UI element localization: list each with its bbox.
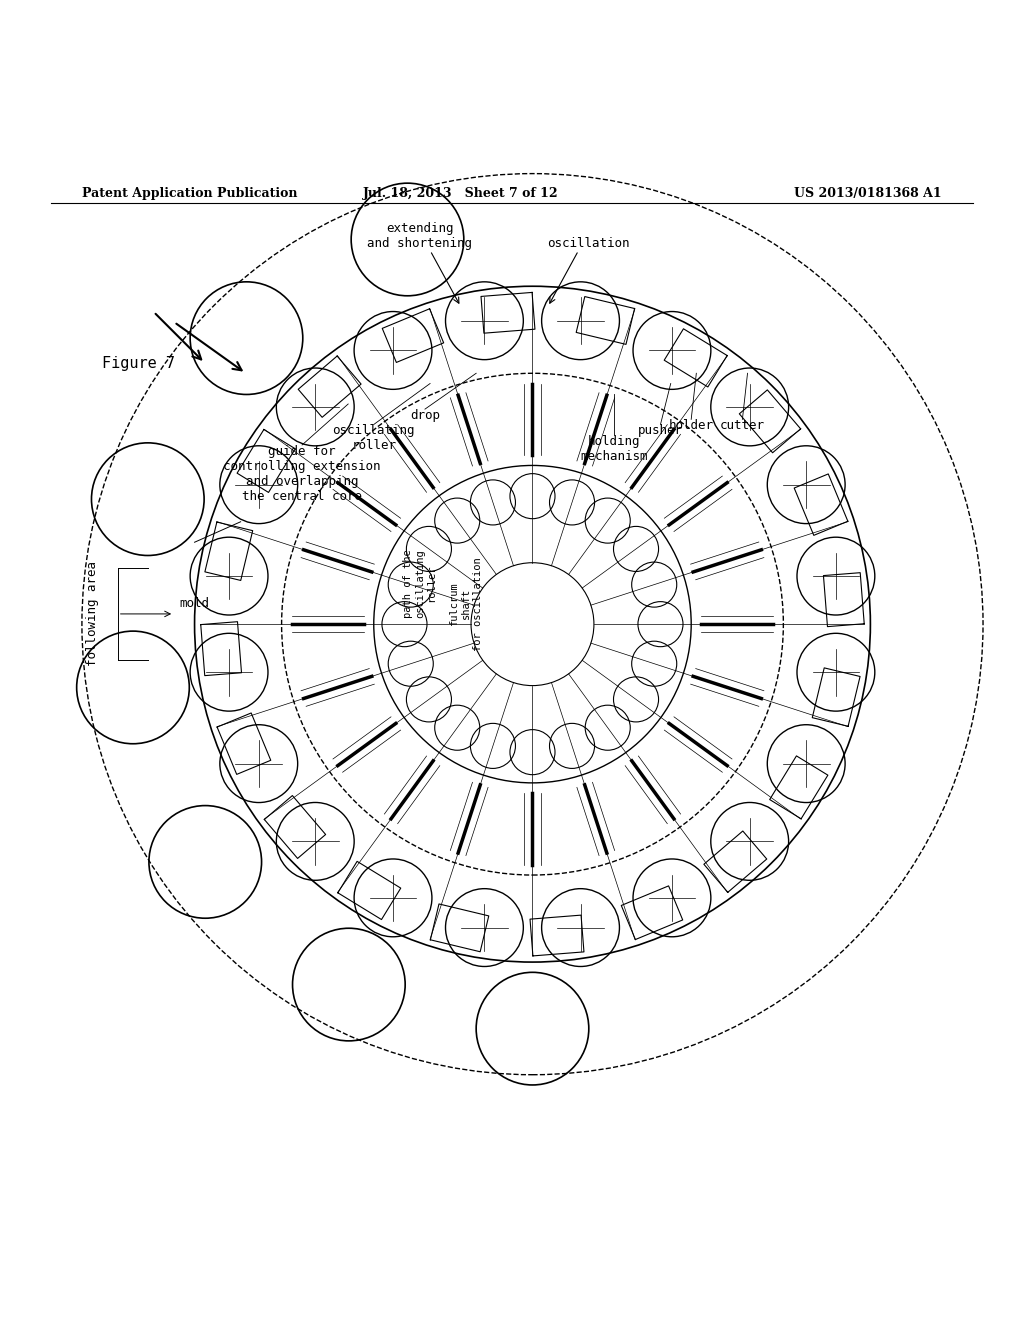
Text: drop: drop [410,409,440,422]
Text: fulcrum
shaft
for oscillation: fulcrum shaft for oscillation [450,557,482,651]
Text: holding
mechanism: holding mechanism [581,434,648,463]
Text: mold: mold [179,597,209,610]
Text: following area: following area [86,561,98,667]
Text: oscillating
roller: oscillating roller [333,425,415,453]
Text: cutter: cutter [720,420,765,433]
Text: Patent Application Publication: Patent Application Publication [82,187,297,199]
Text: guide for
controlling extension
and overlapping
the central core: guide for controlling extension and over… [223,445,381,503]
Text: extending
and shortening: extending and shortening [368,222,472,251]
Text: path of the
oscillating
roller: path of the oscillating roller [403,549,436,618]
Text: holder: holder [669,420,714,433]
Text: US 2013/0181368 A1: US 2013/0181368 A1 [795,187,942,199]
Text: pusher: pusher [638,425,683,437]
Text: oscillation: oscillation [548,238,630,251]
Text: Figure 7: Figure 7 [102,355,175,371]
Text: Jul. 18, 2013   Sheet 7 of 12: Jul. 18, 2013 Sheet 7 of 12 [362,187,559,199]
